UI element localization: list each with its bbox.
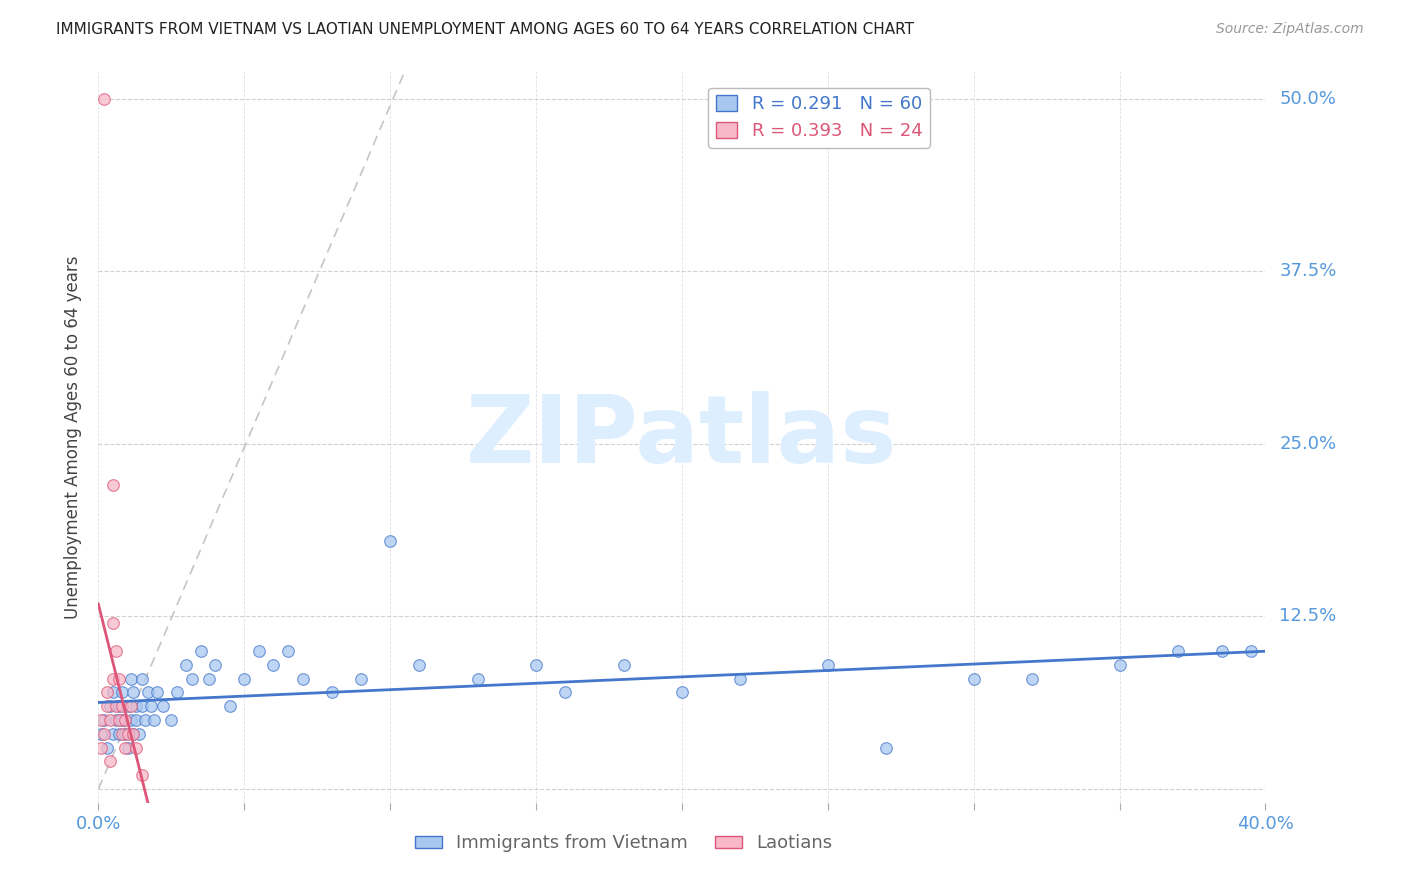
Point <box>117 740 139 755</box>
Point <box>204 657 226 672</box>
Point <box>1108 657 1130 672</box>
Point <box>1240 644 1263 658</box>
Point <box>104 699 127 714</box>
Point <box>160 713 183 727</box>
Point <box>108 699 131 714</box>
Point <box>125 713 148 727</box>
Point <box>875 740 897 755</box>
Point <box>101 685 124 699</box>
Point <box>1167 644 1189 658</box>
Text: ZIPatlas: ZIPatlas <box>467 391 897 483</box>
Point <box>134 713 156 727</box>
Point <box>111 699 134 714</box>
Point <box>90 727 112 741</box>
Point <box>962 672 984 686</box>
Legend: Immigrants from Vietnam, Laotians: Immigrants from Vietnam, Laotians <box>408 827 839 860</box>
Point <box>467 672 489 686</box>
Point <box>190 644 212 658</box>
Point <box>277 644 299 658</box>
Point <box>104 644 127 658</box>
Point <box>111 713 134 727</box>
Point <box>114 727 136 741</box>
Text: Source: ZipAtlas.com: Source: ZipAtlas.com <box>1216 22 1364 37</box>
Point <box>96 699 118 714</box>
Point <box>101 616 124 631</box>
Point <box>120 672 142 686</box>
Point <box>131 672 153 686</box>
Point <box>117 699 139 714</box>
Point <box>166 685 188 699</box>
Point <box>321 685 343 699</box>
Point <box>93 727 115 741</box>
Point <box>96 740 118 755</box>
Point <box>612 657 634 672</box>
Point <box>114 740 136 755</box>
Point <box>108 713 131 727</box>
Point <box>128 727 150 741</box>
Point <box>101 672 124 686</box>
Point <box>98 713 121 727</box>
Point <box>247 644 270 658</box>
Point <box>90 740 112 755</box>
Y-axis label: Unemployment Among Ages 60 to 64 years: Unemployment Among Ages 60 to 64 years <box>65 255 83 619</box>
Point <box>1211 644 1233 658</box>
Point <box>142 713 165 727</box>
Point <box>131 768 153 782</box>
Text: 37.5%: 37.5% <box>1279 262 1337 280</box>
Point <box>122 727 145 741</box>
Point <box>524 657 547 672</box>
Point <box>122 685 145 699</box>
Point <box>180 672 202 686</box>
Point <box>125 740 148 755</box>
Text: 12.5%: 12.5% <box>1279 607 1337 625</box>
Point <box>111 727 134 741</box>
Point <box>233 672 256 686</box>
Point <box>291 672 314 686</box>
Point <box>98 755 121 769</box>
Point <box>108 672 131 686</box>
Point <box>96 685 118 699</box>
Point <box>90 713 112 727</box>
Point <box>131 699 153 714</box>
Point <box>117 727 139 741</box>
Text: IMMIGRANTS FROM VIETNAM VS LAOTIAN UNEMPLOYMENT AMONG AGES 60 TO 64 YEARS CORREL: IMMIGRANTS FROM VIETNAM VS LAOTIAN UNEMP… <box>56 22 914 37</box>
Point <box>136 685 159 699</box>
Point <box>101 727 124 741</box>
Point <box>139 699 162 714</box>
Point <box>93 92 115 106</box>
Point <box>101 478 124 492</box>
Point <box>120 713 142 727</box>
Point <box>120 699 142 714</box>
Point <box>125 699 148 714</box>
Point <box>93 713 115 727</box>
Point <box>1021 672 1043 686</box>
Point <box>218 699 240 714</box>
Point <box>152 699 174 714</box>
Point <box>671 685 693 699</box>
Text: 50.0%: 50.0% <box>1279 90 1336 108</box>
Text: 25.0%: 25.0% <box>1279 435 1337 453</box>
Point <box>380 533 402 548</box>
Point <box>114 713 136 727</box>
Point <box>174 657 197 672</box>
Point <box>350 672 373 686</box>
Point <box>146 685 169 699</box>
Point <box>198 672 221 686</box>
Point <box>111 685 134 699</box>
Point <box>730 672 752 686</box>
Point <box>817 657 839 672</box>
Point <box>122 727 145 741</box>
Point <box>262 657 284 672</box>
Point <box>108 727 131 741</box>
Point <box>554 685 576 699</box>
Point <box>408 657 430 672</box>
Point <box>98 699 121 714</box>
Point <box>104 713 127 727</box>
